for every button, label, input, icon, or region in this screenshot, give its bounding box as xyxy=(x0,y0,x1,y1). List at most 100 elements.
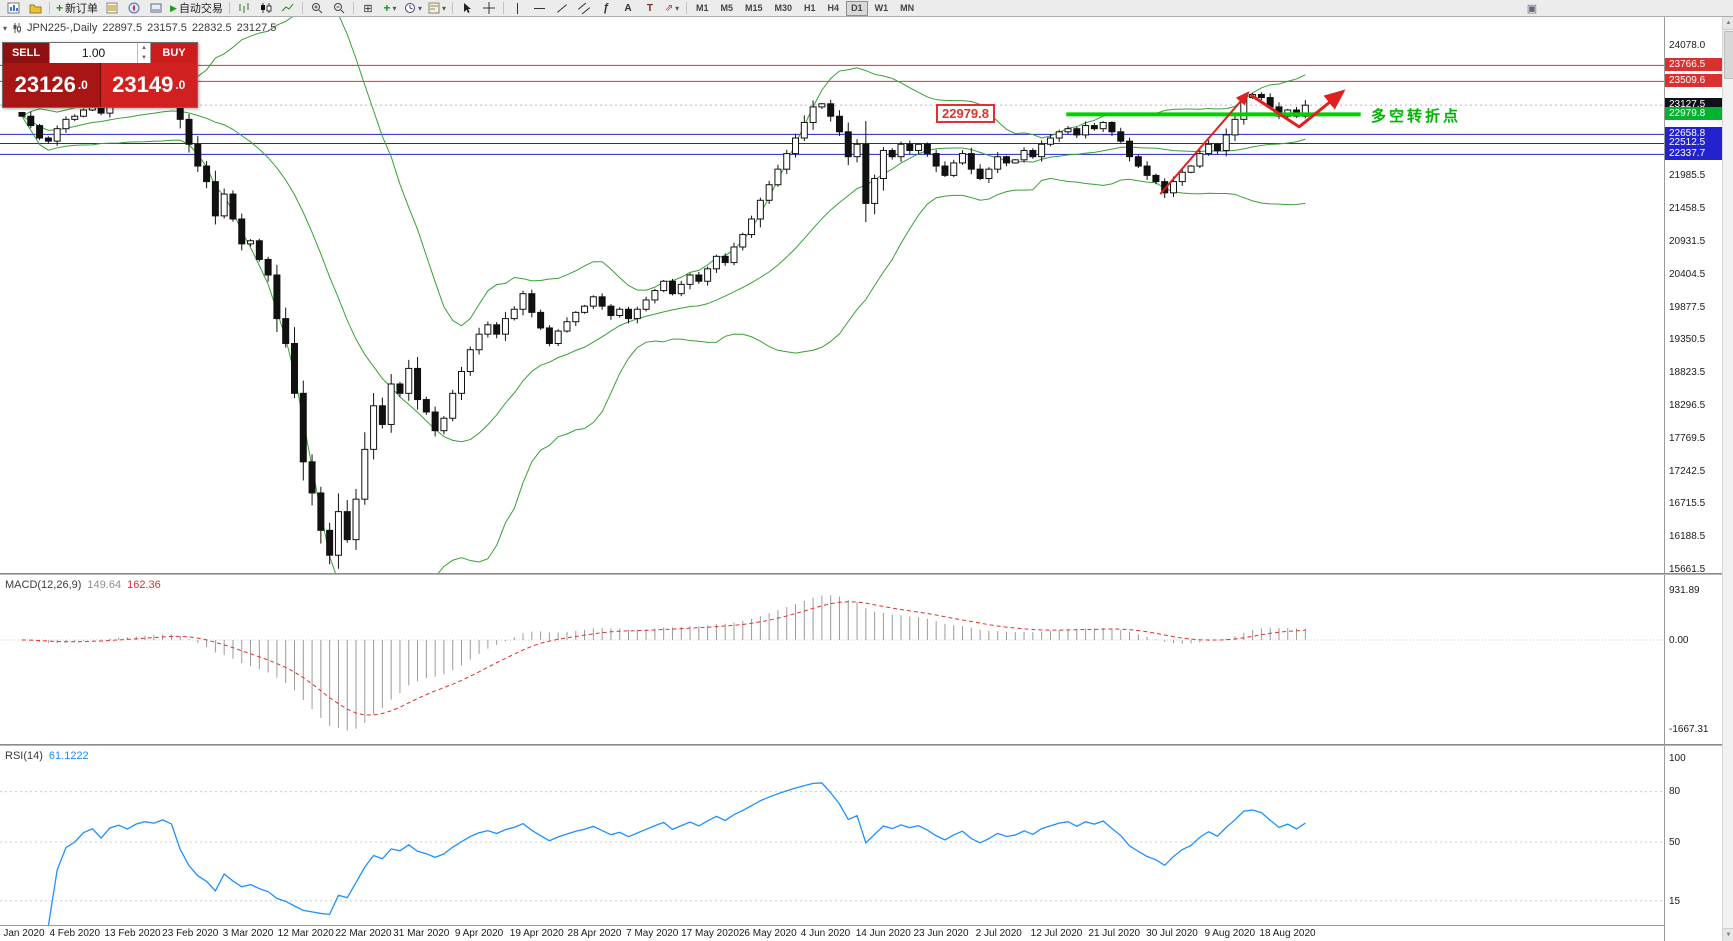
date-axis-label: 17 May 2020 xyxy=(681,928,739,939)
timeframe-m5-button[interactable]: M5 xyxy=(720,2,733,13)
date-axis-label: 23 Feb 2020 xyxy=(162,928,219,939)
price-axis-label: 19877.5 xyxy=(1669,301,1706,313)
bar-chart-icon xyxy=(239,3,249,13)
vertical-line-tool-button[interactable] xyxy=(507,1,529,15)
overflow-icon: ▣ xyxy=(1526,2,1538,15)
toolbar-overflow-button[interactable]: ▣ xyxy=(1521,1,1543,15)
profiles-button[interactable] xyxy=(24,1,46,15)
date-axis-label: 21 Jul 2020 xyxy=(1088,928,1141,939)
volume-value[interactable]: 1.00 xyxy=(81,46,106,60)
zoom-out-button[interactable] xyxy=(328,1,350,15)
date-axis-label: 9 Aug 2020 xyxy=(1204,928,1256,939)
bar-chart-button[interactable] xyxy=(233,1,255,15)
rsi-axis-100: 100 xyxy=(1669,753,1686,764)
buy-price-button[interactable]: 23149 .0 xyxy=(100,63,197,107)
new-order-label: 新订单 xyxy=(65,3,99,15)
candlestick-chart-icon xyxy=(261,3,272,13)
date-axis-label: 22 Mar 2020 xyxy=(335,928,392,939)
date-axis-label: 28 Apr 2020 xyxy=(567,928,622,939)
volume-increase-button[interactable]: ▲ xyxy=(141,45,147,51)
pane-splitter[interactable] xyxy=(0,573,1722,575)
rsi-pane[interactable] xyxy=(0,746,1664,925)
one-click-trading-panel: SELL 1.00 ▲ ▼ BUY 23126 .0 23149 .0 xyxy=(2,42,198,108)
toolbar-separator xyxy=(49,2,50,14)
rsi-header: RSI(14) 61.1222 xyxy=(5,750,89,762)
price-axis[interactable]: 931.89 0.00 -1667.31 100 80 50 15 24078.… xyxy=(1664,17,1723,941)
market-watch-icon xyxy=(106,2,118,14)
play-icon: ▶ xyxy=(170,2,177,13)
timeframe-h4-button[interactable]: H4 xyxy=(827,2,840,13)
trend-arrow[interactable] xyxy=(1250,89,1346,129)
profiles-icon xyxy=(29,4,41,14)
timeframe-m30-button[interactable]: M30 xyxy=(774,2,793,13)
candlestick-chart-button[interactable] xyxy=(255,1,277,15)
fibonacci-tool-button[interactable]: ƒ xyxy=(595,1,617,15)
indicators-button[interactable]: + ▾ xyxy=(379,1,401,15)
market-watch-button[interactable] xyxy=(101,1,123,15)
timeframe-m15-button[interactable]: M15 xyxy=(745,2,763,13)
macd-signal-value: 162.36 xyxy=(127,579,161,591)
macd-signal-line xyxy=(21,601,1306,716)
line-chart-icon xyxy=(282,3,294,12)
trend-arrow[interactable] xyxy=(1159,91,1250,195)
line-chart-button[interactable] xyxy=(277,1,299,15)
new-order-button[interactable]: + 新订单 xyxy=(53,1,101,15)
pane-splitter[interactable] xyxy=(0,744,1722,746)
timeframe-h1-button[interactable]: H1 xyxy=(804,2,816,13)
volume-decrease-button[interactable]: ▼ xyxy=(141,55,147,61)
macd-axis-min: -1667.31 xyxy=(1669,724,1709,735)
date-axis-label: 4 Feb 2020 xyxy=(49,928,101,939)
main-toolbar: + 新订单 ▶ 自动交易 xyxy=(0,0,1733,17)
tile-windows-button[interactable]: ⊞ xyxy=(357,1,379,15)
arrow-tool-icon: ⇗ xyxy=(664,2,674,14)
scroll-up-button[interactable]: ▲ xyxy=(1723,17,1733,30)
arrows-tool-button[interactable]: ⇗ ▾ xyxy=(661,1,683,15)
rsi-axis-80: 80 xyxy=(1669,786,1681,797)
cursor-tool-button[interactable] xyxy=(456,1,478,15)
scrollbar-thumb[interactable] xyxy=(1724,31,1733,79)
sell-price-button[interactable]: 23126 .0 xyxy=(3,63,101,107)
chart-symbol-period: JPN225-,Daily xyxy=(27,22,98,34)
new-chart-button[interactable] xyxy=(2,1,24,15)
volume-input[interactable]: 1.00 ▲ ▼ xyxy=(49,43,151,63)
sell-button[interactable]: SELL xyxy=(3,43,49,63)
crosshair-tool-button[interactable] xyxy=(478,1,500,15)
trade-panel-top-row: SELL 1.00 ▲ ▼ BUY xyxy=(3,43,197,63)
indicators-plus-icon: + xyxy=(383,1,391,15)
templates-button[interactable]: ▾ xyxy=(425,1,449,15)
price-axis-label: 17242.5 xyxy=(1669,465,1706,477)
date-axis-label: 26 Jan 2020 xyxy=(0,928,45,939)
terminal-button[interactable] xyxy=(145,1,167,15)
scroll-down-button[interactable]: ▼ xyxy=(1723,928,1733,941)
zoom-in-button[interactable] xyxy=(306,1,328,15)
timeframe-w1-button[interactable]: W1 xyxy=(874,2,889,13)
date-axis-label: 4 Jun 2020 xyxy=(800,928,851,939)
text-tool-button[interactable]: A xyxy=(617,1,639,15)
zoom-in-icon xyxy=(311,3,323,14)
rsi-axis-15: 15 xyxy=(1669,896,1681,907)
price-tag: 22512.5 xyxy=(1665,136,1722,150)
toolbar-separator xyxy=(228,2,230,14)
trendline-tool-button[interactable] xyxy=(551,1,573,15)
label-tool-button[interactable]: T xyxy=(639,1,661,15)
navigator-button[interactable] xyxy=(123,1,145,15)
chevron-down-icon[interactable]: ▾ xyxy=(3,23,8,33)
buy-button[interactable]: BUY xyxy=(151,43,197,63)
text-icon: A xyxy=(624,2,632,14)
main-chart-pane[interactable] xyxy=(0,17,1664,573)
price-axis-label: 16715.5 xyxy=(1669,498,1706,510)
horizontal-line-tool-button[interactable] xyxy=(529,1,551,15)
vertical-scrollbar[interactable]: ▲ ▼ xyxy=(1722,17,1733,941)
timeframe-d1-button[interactable]: D1 xyxy=(846,0,868,16)
crosshair-icon xyxy=(482,2,495,14)
macd-pane[interactable] xyxy=(0,575,1664,744)
volume-spinner: ▲ ▼ xyxy=(137,43,150,63)
periods-button[interactable]: ▾ xyxy=(401,1,425,15)
timeframe-mn-button[interactable]: MN xyxy=(900,2,915,13)
auto-trading-button[interactable]: ▶ 自动交易 xyxy=(167,1,226,16)
date-axis-label: 3 Mar 2020 xyxy=(222,928,274,939)
timeframe-m1-button[interactable]: M1 xyxy=(695,2,709,13)
channel-tool-button[interactable] xyxy=(573,1,595,15)
